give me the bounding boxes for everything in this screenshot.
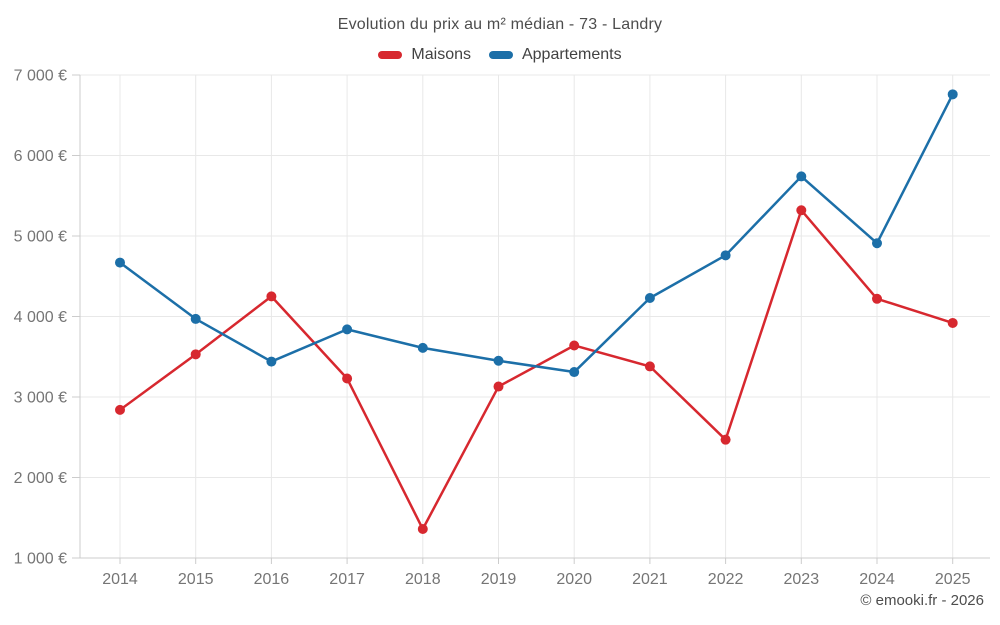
y-tick-label: 7 000 € xyxy=(14,68,67,85)
x-tick-label: 2017 xyxy=(329,571,365,588)
y-tick-label: 5 000 € xyxy=(14,229,67,246)
legend-item-appartements[interactable]: Appartements xyxy=(488,46,622,64)
appartements-color-swatch xyxy=(488,51,513,59)
data-point-maisons-2016[interactable] xyxy=(266,291,277,302)
legend-label-maisons: Maisons xyxy=(411,46,471,63)
legend-label-appartements: Appartements xyxy=(521,46,622,63)
data-point-maisons-2018[interactable] xyxy=(417,524,428,535)
data-point-appartements-2020[interactable] xyxy=(569,367,580,378)
x-tick-label: 2024 xyxy=(859,571,895,588)
data-point-appartements-2018[interactable] xyxy=(417,342,428,353)
series-line-maisons xyxy=(118,208,954,531)
data-point-maisons-2015[interactable] xyxy=(190,349,201,360)
y-tick-label: 1 000 € xyxy=(14,551,67,568)
data-point-maisons-2014[interactable] xyxy=(115,404,125,415)
maisons-color-swatch xyxy=(378,51,403,59)
data-point-appartements-2016[interactable] xyxy=(266,356,277,367)
data-point-appartements-2021[interactable] xyxy=(644,292,655,303)
data-point-appartements-2015[interactable] xyxy=(190,313,201,324)
chart-legend: Maisons Appartements xyxy=(0,46,1000,64)
x-tick-label: 2019 xyxy=(481,571,517,588)
y-tick-label: 3 000 € xyxy=(14,390,67,407)
data-point-maisons-2019[interactable] xyxy=(493,381,504,392)
data-point-maisons-2024[interactable] xyxy=(872,293,882,304)
data-point-maisons-2022[interactable] xyxy=(720,434,731,445)
data-point-appartements-2017[interactable] xyxy=(342,324,353,335)
y-tick-label: 4 000 € xyxy=(14,309,67,326)
data-point-appartements-2023[interactable] xyxy=(796,171,807,182)
copyright-footer: © emooki.fr - 2026 xyxy=(860,592,984,609)
x-tick-label: 2014 xyxy=(102,571,138,588)
data-point-maisons-2023[interactable] xyxy=(796,205,807,216)
x-tick-label: 2015 xyxy=(178,571,214,588)
data-point-appartements-2022[interactable] xyxy=(720,250,731,261)
y-tick-label: 2 000 € xyxy=(14,470,67,487)
data-point-maisons-2020[interactable] xyxy=(569,340,580,351)
data-point-maisons-2025[interactable] xyxy=(947,317,958,328)
y-tick-label: 6 000 € xyxy=(14,148,67,165)
x-tick-label: 2020 xyxy=(556,571,592,588)
data-point-appartements-2024[interactable] xyxy=(872,238,882,249)
chart-title: Evolution du prix au m² médian - 73 - La… xyxy=(337,16,663,33)
x-tick-label: 2023 xyxy=(784,571,820,588)
data-point-maisons-2017[interactable] xyxy=(342,373,353,384)
x-tick-label: 2021 xyxy=(632,571,668,588)
data-point-maisons-2021[interactable] xyxy=(644,361,655,372)
x-tick-label: 2022 xyxy=(708,571,744,588)
data-point-appartements-2014[interactable] xyxy=(115,257,125,268)
data-point-appartements-2019[interactable] xyxy=(493,355,504,366)
x-tick-label: 2018 xyxy=(405,571,441,588)
x-tick-label: 2025 xyxy=(935,571,971,588)
series-line-appartements xyxy=(118,93,954,374)
legend-item-maisons[interactable]: Maisons xyxy=(378,46,471,64)
x-tick-label: 2016 xyxy=(254,571,290,588)
data-point-appartements-2025[interactable] xyxy=(947,89,958,100)
